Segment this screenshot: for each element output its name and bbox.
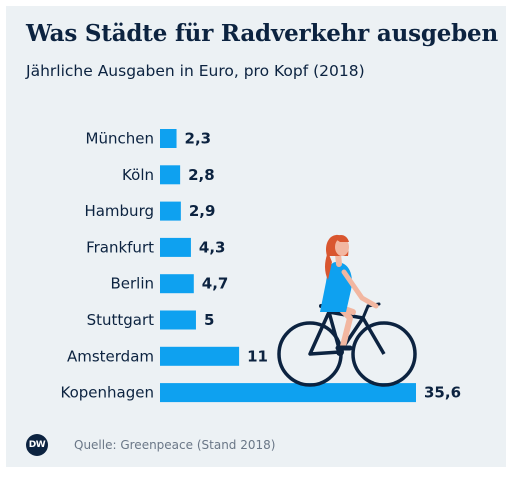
value-label: 2,9 <box>189 202 216 220</box>
dw-logo: DW <box>26 434 48 456</box>
value-label: 35,6 <box>424 384 461 402</box>
bar-7 <box>160 346 240 366</box>
category-label: Kopenhagen <box>61 384 154 402</box>
category-label: Köln <box>122 166 154 184</box>
value-label: 4,7 <box>202 275 229 293</box>
chart-card: Was Städte für Radverkehr ausgeben Jährl… <box>6 6 506 467</box>
value-label: 11 <box>247 347 268 365</box>
value-label: 4,3 <box>199 238 226 256</box>
bar-2 <box>160 165 181 185</box>
bar-3 <box>160 201 181 221</box>
category-label: Berlin <box>110 275 154 293</box>
value-label: 5 <box>204 311 214 329</box>
bar-6 <box>160 310 196 330</box>
bars-layer: München 2,3 Köln 2,8 Hamburg 2,9 Frankfurt 4,3 B… <box>61 129 461 403</box>
bar-8 <box>160 383 416 403</box>
value-label: 2,3 <box>185 130 212 148</box>
category-label: Hamburg <box>84 202 154 220</box>
chart-subtitle: Jährliche Ausgaben in Euro, pro Kopf (20… <box>26 62 365 80</box>
cyclist-illustration <box>277 234 417 387</box>
bar-1 <box>160 129 177 148</box>
source-note: Quelle: Greenpeace (Stand 2018) <box>74 438 276 452</box>
category-label: Amsterdam <box>67 347 154 365</box>
chart-title: Was Städte für Radverkehr ausgeben <box>26 20 498 47</box>
category-label: Stuttgart <box>87 311 155 329</box>
footer: DW Quelle: Greenpeace (Stand 2018) <box>26 433 275 457</box>
bar-chart: München 2,3 Köln 2,8 Hamburg 2,9 Frankfurt 4,3 B… <box>61 129 461 403</box>
bar-4 <box>160 237 191 257</box>
value-label: 2,8 <box>188 166 215 184</box>
category-label: München <box>86 130 154 148</box>
bar-5 <box>160 274 194 294</box>
category-label: Frankfurt <box>86 238 154 256</box>
